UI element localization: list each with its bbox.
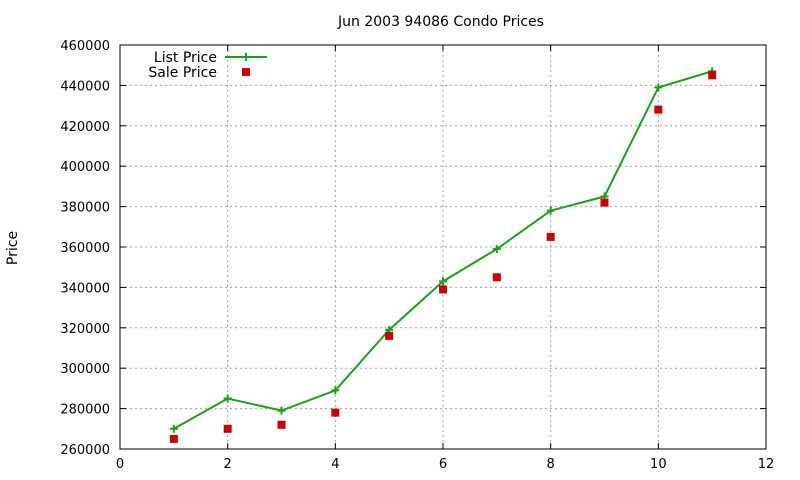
y-tick-label: 300000 [60,362,110,377]
data-point [708,71,717,80]
y-axis-label: Price [5,231,21,265]
data-point [492,245,501,254]
x-tick-label: 4 [331,457,339,472]
data-point [439,277,447,286]
legend-label: Sale Price [148,65,217,81]
data-point [654,83,663,92]
data-point [546,206,555,215]
series-sale-price [169,71,717,443]
series [169,67,717,443]
x-tick-label: 0 [116,457,124,472]
legend-label: List Price [154,50,217,66]
legend-sample [225,53,267,61]
y-tick-label: 400000 [60,160,110,175]
legend-marker [242,68,250,76]
y-tick-label: 320000 [60,322,110,337]
data-point [600,198,609,207]
y-tick-label: 440000 [60,79,110,94]
data-point [439,285,447,294]
data-point [169,424,178,433]
x-tick-label: 8 [547,457,555,472]
legend-marker [242,53,250,61]
y-tick-label: 460000 [60,39,110,54]
data-point [492,273,501,282]
y-tick-label: 380000 [60,201,110,216]
series-list-price [169,67,717,433]
y-tick-label: 420000 [60,120,110,135]
data-point [654,105,663,114]
legend-sample [242,68,250,76]
x-tick-label: 12 [758,457,775,472]
x-tick-label: 6 [439,457,447,472]
y-tick-label: 280000 [60,403,110,418]
y-tick-label: 360000 [60,241,110,256]
y-tick-label: 340000 [60,281,110,296]
x-tick-label: 2 [224,457,232,472]
x-tick-label: 10 [650,457,667,472]
y-tick-label: 260000 [60,443,110,458]
data-point [223,394,232,403]
data-point [277,420,286,429]
data-point [331,408,340,417]
data-point [277,406,286,415]
data-point [331,386,340,395]
data-point [223,424,232,433]
data-point [546,232,555,241]
data-point [385,331,394,340]
grid [120,45,766,449]
axes: 0 2 4 6 8 10 12 260000 280000 300000 320000 340000 3… [60,39,774,472]
chart-title: Jun 2003 94086 Condo Prices [337,14,544,30]
data-point [169,434,178,443]
